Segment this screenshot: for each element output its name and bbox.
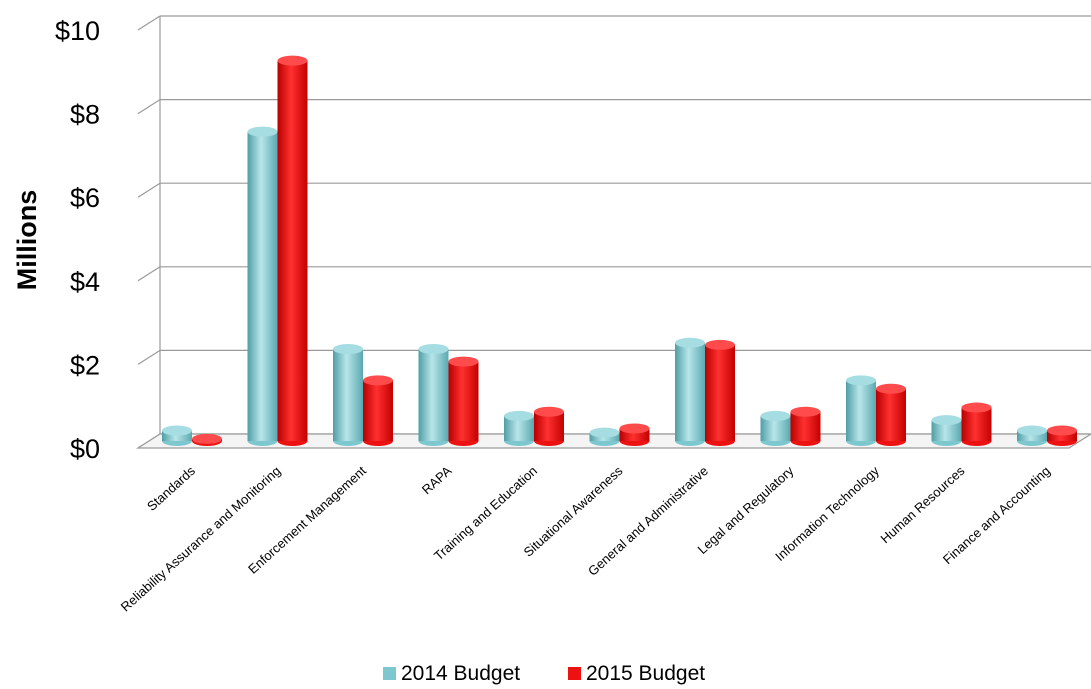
gridline-depth [137, 182, 161, 198]
bar [619, 423, 650, 446]
legend-swatch [568, 667, 581, 680]
bar [846, 375, 876, 446]
bar-top [333, 344, 363, 355]
bar [333, 344, 363, 446]
legend-label: 2014 Budget [401, 662, 520, 685]
gridline-depth [137, 349, 161, 365]
y-tick-label: $4 [70, 267, 100, 297]
bar-top [1047, 425, 1077, 436]
x-tick-label: Human Resources [877, 463, 967, 547]
y-axis-label: Millions [12, 190, 42, 291]
gridline-depth [137, 266, 161, 282]
bar-top [534, 406, 564, 417]
bar [162, 425, 192, 446]
bar-top [418, 344, 449, 355]
bar [760, 410, 791, 446]
bar-top [760, 410, 791, 421]
gridline-depth [137, 99, 161, 115]
bar-body [876, 388, 906, 441]
bar [247, 126, 278, 446]
bar-top [619, 423, 650, 434]
y-tick-label: $2 [70, 350, 100, 380]
bar-body [961, 407, 992, 441]
bar-top [931, 415, 962, 426]
bar [534, 406, 564, 446]
bar-top [675, 337, 705, 348]
y-axis-ticks: $0 $2 $4 $6 $8 $10 [55, 16, 100, 464]
bar [1017, 425, 1047, 446]
bar-top [961, 402, 992, 413]
bar-body [363, 380, 393, 441]
x-tick-label: RAPA [419, 463, 455, 497]
bar-top [589, 427, 620, 438]
bar-top [504, 410, 534, 421]
bar-top [1017, 425, 1047, 436]
bar-body [705, 344, 735, 441]
bar [418, 344, 449, 446]
x-tick-label: Standards [144, 463, 198, 514]
bar-body [1017, 430, 1047, 441]
bar-top [790, 406, 821, 417]
bar [705, 339, 735, 446]
x-tick-label: Legal and Regulatory [695, 463, 797, 557]
bar-body [675, 342, 705, 441]
y-tick-label: $6 [70, 183, 100, 213]
y-tick-label: $10 [55, 16, 100, 46]
bar-top [876, 383, 906, 394]
bar-body [846, 380, 876, 441]
bar [1047, 425, 1077, 446]
bar-body [1047, 430, 1077, 441]
legend-label: 2015 Budget [586, 662, 705, 685]
bar [448, 356, 479, 446]
bar-top [247, 126, 278, 137]
legend: 2014 Budget 2015 Budget [383, 662, 705, 685]
bar-body [448, 361, 479, 441]
bar-top [448, 356, 479, 367]
bar [876, 383, 906, 446]
bar [363, 375, 393, 446]
bar-top [705, 339, 735, 350]
gridline-depth [137, 15, 161, 31]
bar-top [192, 433, 222, 444]
bar [504, 410, 534, 446]
y-tick-label: $0 [70, 434, 100, 464]
bar-body [418, 349, 449, 441]
y-tick-label: $8 [70, 100, 100, 130]
bar-top [162, 425, 192, 436]
bar-top [363, 375, 393, 386]
bar-body [277, 60, 308, 442]
legend-swatch [383, 667, 396, 680]
bar [589, 427, 620, 446]
bar [192, 433, 222, 446]
x-tick-label: Reliability Assurance and Monitoring [118, 463, 284, 614]
bar-top [277, 55, 308, 66]
bar [675, 337, 705, 446]
bar [790, 406, 821, 446]
bar-body [931, 420, 962, 441]
bars [162, 55, 1077, 446]
bar [277, 55, 308, 446]
bar [961, 402, 992, 446]
bar [931, 415, 962, 446]
bar-body [162, 430, 192, 441]
bar-body [247, 131, 278, 441]
bar-top [846, 375, 876, 386]
bar-body [333, 349, 363, 441]
